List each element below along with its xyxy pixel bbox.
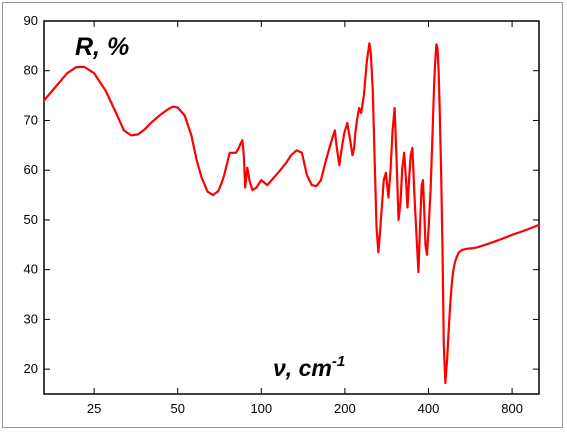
y-tick-label: 30: [24, 311, 38, 326]
y-tick-label: 70: [24, 112, 38, 127]
x-axis-title-exponent: -1: [332, 353, 345, 370]
x-tick-label: 200: [334, 401, 356, 416]
x-tick-label: 25: [87, 401, 101, 416]
y-axis-title: R, %: [75, 33, 129, 61]
y-tick-label: 80: [24, 63, 38, 78]
series-layer: [42, 42, 541, 385]
y-tick-label: 20: [24, 361, 38, 376]
x-axis-title: ν, cm: [273, 355, 332, 381]
y-tick-label: 40: [24, 262, 38, 277]
y-tick-label: 50: [24, 212, 38, 227]
x-tick-label: 800: [501, 401, 523, 416]
y-tick-label: 90: [24, 13, 38, 28]
plot-border: [43, 20, 540, 395]
chart-frame: 20 30 40 50 60 70 80 90 25 50 100 200 400 800 R, % ν,…: [2, 2, 563, 428]
series-line-1: [42, 42, 541, 385]
x-tick-label: 50: [170, 401, 184, 416]
axis-ticks: 20 30 40 50 60 70 80 90 25 50 100 200 400 800: [24, 13, 539, 416]
x-tick-label: 100: [250, 401, 272, 416]
x-axis-title-group: ν, cm-1: [273, 353, 345, 381]
plot-axes: [43, 20, 540, 395]
x-tick-label: 400: [418, 401, 440, 416]
y-tick-label: 60: [24, 162, 38, 177]
reflectance-spectrum-chart: 20 30 40 50 60 70 80 90 25 50 100 200 400 800 R, % ν,…: [24, 13, 541, 416]
